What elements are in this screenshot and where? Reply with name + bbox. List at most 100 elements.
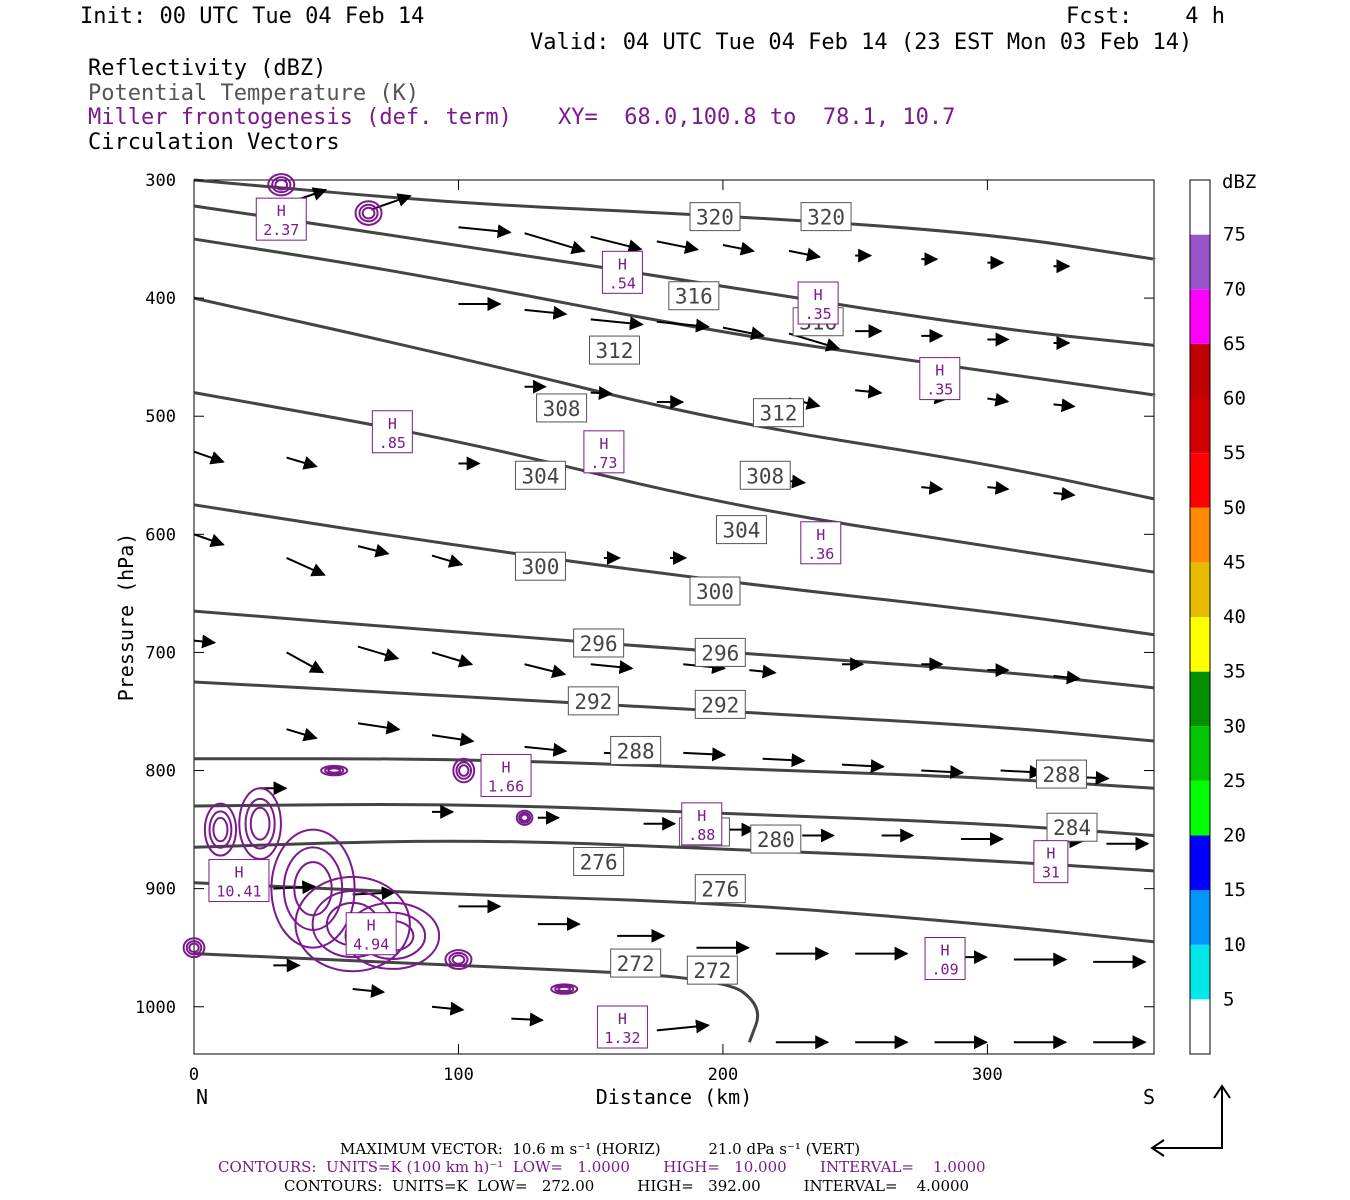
circulation-vector bbox=[987, 480, 1010, 495]
theta-label-box bbox=[514, 460, 566, 490]
circulation-vector bbox=[1053, 486, 1076, 501]
x-axis-title: Distance (km) bbox=[596, 1085, 753, 1109]
cross-section-endpoints: XY= 68.0,100.8 to 78.1, 10.7 bbox=[558, 105, 956, 130]
fgen-max-value: 4.94 bbox=[353, 936, 389, 954]
frontogenesis-contour bbox=[188, 942, 200, 953]
theta-label-box bbox=[610, 948, 662, 978]
circulation-vector bbox=[1053, 398, 1076, 413]
footer-contours-theta: CONTOURS: UNITS=K LOW= 272.00 HIGH= 392.… bbox=[284, 1177, 970, 1195]
frontogenesis-contour bbox=[520, 813, 530, 822]
theta-label: 304 bbox=[722, 519, 760, 543]
colorbar-segment bbox=[1190, 890, 1210, 945]
fgen-max-box bbox=[919, 357, 961, 401]
circulation-vector bbox=[524, 742, 568, 757]
circulation-vector bbox=[352, 886, 396, 901]
frontogenesis-contour bbox=[361, 206, 376, 220]
colorbar-tick-label: 75 bbox=[1223, 224, 1246, 246]
frontogenesis-contour bbox=[208, 810, 233, 849]
frontogenesis-contour bbox=[518, 811, 532, 824]
fgen-max-letter: H bbox=[367, 917, 376, 935]
theta-contour-308 bbox=[193, 296, 1155, 501]
fgen-max-letter: H bbox=[618, 255, 627, 273]
circulation-vector bbox=[458, 224, 512, 239]
fgen-max-box bbox=[800, 521, 842, 565]
circulation-vector bbox=[987, 392, 1010, 407]
fgen-max-value: .35 bbox=[926, 381, 953, 399]
theta-contour-296 bbox=[193, 609, 1155, 690]
frontogenesis-contour bbox=[448, 951, 469, 968]
footer-contours-fgen: CONTOURS: UNITS=K (100 km h)⁻¹ LOW= 1.00… bbox=[218, 1158, 986, 1176]
theta-label: 280 bbox=[757, 828, 795, 852]
frontogenesis-contour bbox=[324, 766, 345, 775]
circulation-vector bbox=[524, 305, 568, 320]
theta-label: 272 bbox=[693, 959, 731, 983]
circulation-vector bbox=[722, 241, 755, 256]
circulation-vector bbox=[357, 645, 400, 662]
colorbar-segment bbox=[1190, 562, 1210, 617]
frontogenesis-contour bbox=[203, 802, 238, 857]
right-end-label: S bbox=[1143, 1085, 1155, 1109]
circulation-vector bbox=[193, 533, 225, 548]
colorbar: 5 10 15 20 25 30 35 40 45 50 55 60 65 70 75 dBZ bbox=[1189, 171, 1256, 1055]
fgen-max-letter: H bbox=[816, 526, 825, 544]
frontogenesis-contour bbox=[550, 983, 579, 995]
x-tick-label: 100 bbox=[443, 1065, 474, 1085]
theta-label: 308 bbox=[746, 464, 784, 488]
frontogenesis-maxima: H2.37H.54H.35H.35H.85 H.73H.36H1.66H.88H3… bbox=[208, 197, 1069, 1049]
circulation-vector bbox=[656, 1019, 710, 1034]
theta-label-box bbox=[686, 955, 738, 985]
circulation-vector bbox=[788, 474, 806, 489]
circulation-vector bbox=[921, 480, 944, 495]
circulation-vector bbox=[722, 326, 766, 341]
colorbar-frame bbox=[1189, 179, 1211, 1055]
theta-label: 292 bbox=[701, 693, 739, 717]
fgen-max-box bbox=[345, 912, 397, 956]
circulation-vector bbox=[1000, 764, 1044, 779]
circulation-vector bbox=[286, 727, 318, 742]
y-tick-label: 400 bbox=[145, 289, 176, 309]
theta-label: 312 bbox=[759, 402, 797, 426]
frontogenesis-contour bbox=[344, 901, 441, 970]
theta-label: 288 bbox=[617, 739, 655, 763]
colorbar-tick-label: 70 bbox=[1223, 278, 1246, 300]
colorbar-tick-label: 60 bbox=[1223, 388, 1246, 410]
fgen-max-value: 10.41 bbox=[216, 883, 261, 901]
circulation-vector bbox=[788, 247, 822, 262]
colorbar-segment bbox=[1190, 507, 1210, 563]
circulation-vector bbox=[357, 543, 390, 558]
colorbar-segment bbox=[1190, 999, 1210, 1054]
fgen-max-value: .54 bbox=[609, 274, 636, 292]
frontogenesis-contour bbox=[354, 200, 383, 226]
fgen-max-value: .35 bbox=[805, 305, 832, 323]
theta-label-box bbox=[573, 628, 625, 658]
circulation-vector bbox=[1053, 670, 1081, 685]
y-tick-label: 500 bbox=[145, 407, 176, 427]
x-tick-label: 200 bbox=[708, 1065, 739, 1085]
colorbar-tick-label: 45 bbox=[1223, 551, 1246, 573]
theta-contour-304 bbox=[193, 391, 1155, 574]
y-tick-label: 700 bbox=[145, 643, 176, 663]
colorbar-tick-label: 5 bbox=[1223, 988, 1234, 1010]
circulation-vector bbox=[590, 316, 644, 331]
colorbar-tick-label: 65 bbox=[1223, 333, 1246, 355]
frontogenesis-contour bbox=[267, 173, 296, 197]
fgen-max-box bbox=[797, 281, 839, 325]
theta-label-box bbox=[668, 281, 720, 311]
fgen-max-letter: H bbox=[697, 807, 706, 825]
colorbar-tick-label: 40 bbox=[1223, 606, 1246, 628]
colorbar-segment bbox=[1190, 234, 1210, 290]
frontogenesis-contour bbox=[249, 806, 271, 841]
theta-label-box bbox=[689, 202, 741, 232]
theta-label-box bbox=[689, 576, 741, 606]
theta-label: 288 bbox=[1042, 763, 1080, 787]
theta-label-box bbox=[800, 202, 852, 232]
colorbar-tick-label: 30 bbox=[1223, 715, 1246, 737]
theta-label-box bbox=[610, 735, 662, 765]
theta-label: 272 bbox=[617, 952, 655, 976]
theta-label-box bbox=[567, 686, 619, 716]
frontogenesis-contour bbox=[244, 797, 276, 850]
y-tick-label: 1000 bbox=[135, 998, 176, 1018]
colorbar-segment bbox=[1190, 944, 1210, 1000]
circulation-vector bbox=[431, 1001, 465, 1016]
vector-scale-arrow-icon bbox=[1150, 1084, 1231, 1157]
